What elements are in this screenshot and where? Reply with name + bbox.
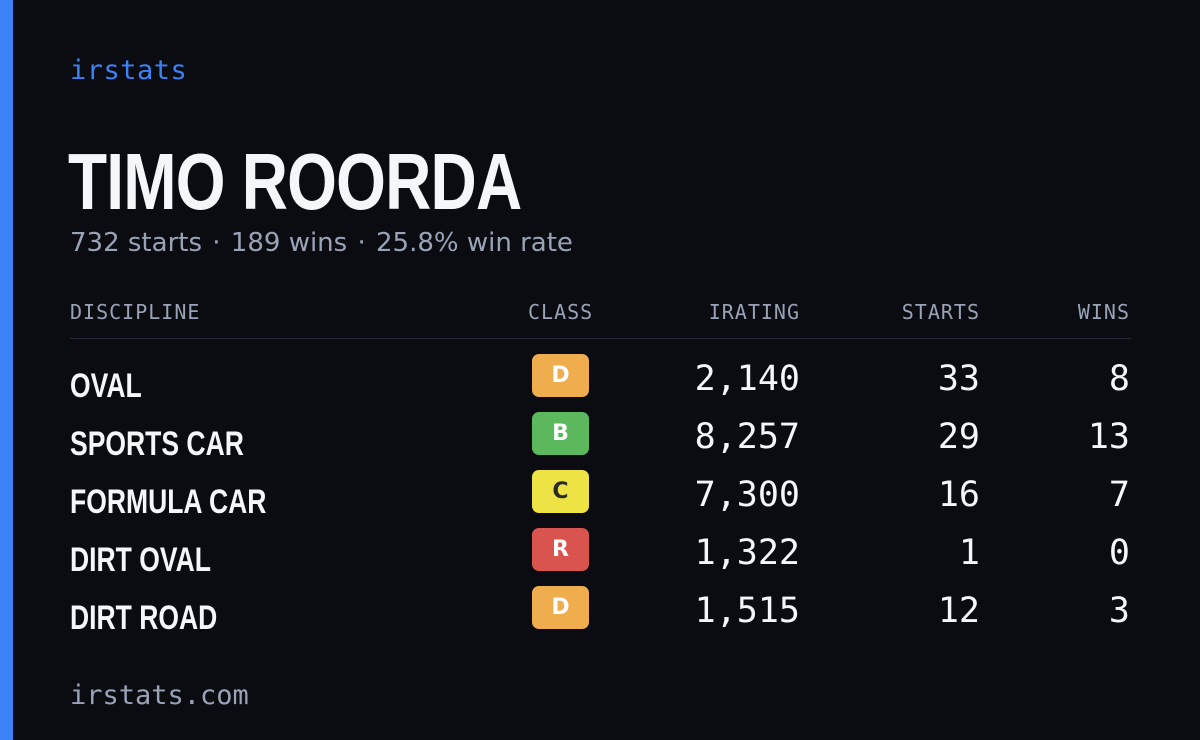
summary-separator: · [357, 228, 366, 258]
header-starts: STARTS [901, 300, 980, 324]
wins-value: 3 [1108, 591, 1130, 631]
irating-value: 2,140 [694, 359, 800, 399]
wins-value: 0 [1108, 533, 1130, 573]
starts-value: 16 [937, 475, 980, 515]
table-row: FORMULA CAR C 7,300 16 7 [70, 466, 1131, 524]
discipline-name: DIRT ROAD [70, 599, 218, 637]
table-row: SPORTS CAR B 8,257 29 13 [70, 408, 1131, 466]
player-name: TIMO ROORDA [68, 137, 522, 226]
class-badge: R [532, 528, 589, 571]
header-irating: IRATING [708, 300, 800, 324]
accent-bar [0, 0, 13, 740]
wins-value: 13 [1087, 417, 1130, 457]
wins-value: 7 [1108, 475, 1130, 515]
footer-site-url: irstats.com [70, 680, 249, 711]
irating-value: 8,257 [694, 417, 800, 457]
class-badge: D [532, 354, 589, 397]
class-badge: B [532, 412, 589, 455]
starts-value: 33 [937, 359, 980, 399]
stats-table-body: OVAL D 2,140 33 8 SPORTS CAR B 8,257 29 … [70, 350, 1131, 640]
class-badge: C [532, 470, 589, 513]
irating-value: 1,515 [694, 591, 800, 631]
table-row: DIRT OVAL R 1,322 1 0 [70, 524, 1131, 582]
starts-value: 29 [937, 417, 980, 457]
starts-value: 12 [937, 591, 980, 631]
table-row: OVAL D 2,140 33 8 [70, 350, 1131, 408]
class-badge: D [532, 586, 589, 629]
irating-value: 7,300 [694, 475, 800, 515]
discipline-name: OVAL [70, 367, 142, 405]
summary-win-rate: 25.8% win rate [376, 228, 573, 258]
discipline-name: DIRT OVAL [70, 541, 211, 579]
summary-starts: 732 starts [70, 228, 202, 258]
header-wins: WINS [1077, 300, 1130, 324]
summary-separator: · [212, 228, 221, 258]
irating-value: 1,322 [694, 533, 800, 573]
starts-value: 1 [958, 533, 980, 573]
table-row: DIRT ROAD D 1,515 12 3 [70, 582, 1131, 640]
player-summary: 732 starts · 189 wins · 25.8% win rate [70, 228, 573, 258]
brand-logo: irstats [70, 55, 188, 86]
wins-value: 8 [1108, 359, 1130, 399]
discipline-name: FORMULA CAR [70, 483, 267, 521]
summary-wins: 189 wins [230, 228, 348, 258]
header-class: CLASS [528, 300, 594, 324]
stats-table-header: DISCIPLINE CLASS IRATING STARTS WINS [70, 300, 1131, 339]
discipline-name: SPORTS CAR [70, 425, 244, 463]
header-discipline: DISCIPLINE [70, 300, 201, 324]
